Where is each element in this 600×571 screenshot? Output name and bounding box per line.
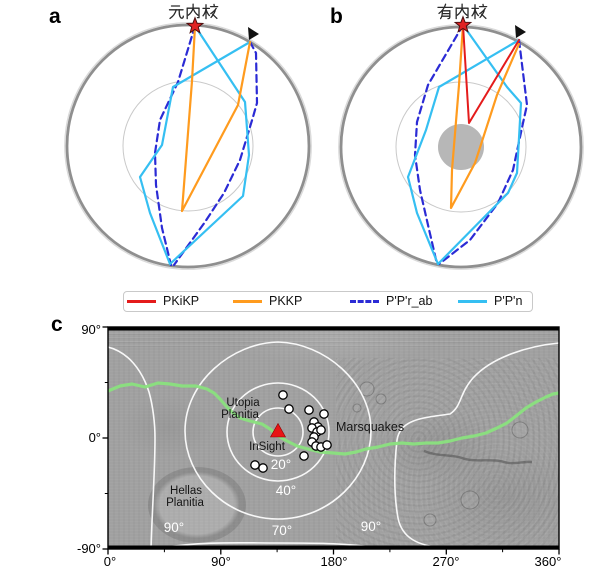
crater [359, 381, 375, 397]
marsquake-dot [258, 463, 268, 473]
legend-label: P'P'n [494, 294, 523, 308]
distance-label-40: 40° [276, 483, 296, 498]
y-axis-label-90: 90° [81, 322, 101, 337]
crater [423, 513, 437, 527]
legend-item-ppn: P'P'n [458, 292, 522, 311]
legend: PKiKP PKKP P'P'r_ab P'P'n [123, 291, 533, 312]
x-axis-label-180: 180° [321, 554, 348, 569]
map-drawing [108, 341, 559, 549]
marsquake-dot [299, 451, 309, 461]
pkkp-line-swatch [233, 300, 262, 303]
legend-label: PKKP [269, 294, 303, 308]
map-frame [107, 326, 560, 550]
marsquake-dot [304, 405, 314, 415]
ray-PKKP-b [449, 23, 521, 210]
legend-item-pprab: P'P'r_ab [350, 292, 432, 311]
generated-drawing [64, 15, 584, 555]
glyph-有 [437, 3, 453, 20]
panel-a-letter: a [49, 5, 61, 28]
crater [375, 393, 387, 405]
ray-P'P'r_ab-a [172, 40, 259, 267]
panel-b-letter: b [330, 5, 343, 28]
glyph-内 [186, 3, 200, 20]
pkikp-line-swatch [127, 300, 156, 303]
source-star-a [185, 16, 205, 34]
map-top-bar [108, 327, 559, 331]
crater [511, 421, 529, 439]
ray-P'P'n-b [406, 38, 521, 266]
core-mantle-boundary-a [122, 80, 254, 212]
legend-label: PKiKP [163, 294, 200, 308]
insight-label: InSight [249, 441, 286, 453]
distance-contour-2 [394, 342, 559, 549]
valles-marineris [423, 449, 533, 465]
panel-a-title [168, 3, 219, 20]
distance-label-20: 20° [271, 457, 291, 472]
dichotomy-boundary-line [108, 381, 559, 456]
legend-item-pkkp: PKKP [233, 292, 302, 311]
inner-core-b [438, 124, 484, 170]
distance-contour-1 [108, 346, 156, 549]
x-axis-label-270: 270° [433, 554, 460, 569]
ray-PKiKP-b [462, 24, 520, 124]
marsquakes-label: Marsquakes [336, 420, 404, 434]
crater [352, 403, 362, 413]
distance-label-70: 70° [272, 523, 292, 538]
y-axis-label-0: 0° [89, 430, 101, 445]
panel-c-letter: c [51, 313, 63, 336]
glyph-内 [455, 3, 469, 20]
insight-triangle [269, 422, 287, 438]
legend-label: P'P'r_ab [386, 294, 433, 308]
utopia-planitia-label-line1: Utopia [226, 397, 260, 409]
marsquake-dot [322, 440, 332, 450]
ray-PKKP-a [180, 24, 252, 213]
ppn-line-swatch [458, 300, 487, 303]
ray-P'P'r_ab-b [413, 23, 465, 266]
receiver-triangle-a [248, 27, 259, 40]
map-texture-highlands [336, 358, 559, 546]
legend-item-pkikp: PKiKP [127, 292, 199, 311]
marsquake-dot [316, 425, 326, 435]
ray-P'P'n-a [168, 24, 251, 266]
x-axis-label-0: 0° [104, 554, 116, 569]
hellas-planitia-label-line2: Planitia [166, 497, 204, 509]
panel-b-title [437, 3, 488, 20]
map-texture-polar-band [108, 329, 559, 349]
crater [460, 490, 480, 510]
marsquake-dot [319, 409, 329, 419]
distance-contour-3 [159, 541, 385, 549]
glyph-核 [471, 3, 488, 20]
distance-ring-20 [252, 407, 304, 457]
ray-P'P'r_ab-b [437, 38, 529, 266]
y-axis-label-neg90: -90° [77, 541, 101, 556]
glyph-无 [168, 5, 184, 20]
ray-P'P'r_ab-a [153, 24, 197, 267]
marsquake-dot [250, 460, 260, 470]
core-mantle-boundary-b [395, 81, 527, 213]
glyph-核 [202, 3, 219, 20]
marsquake-dot [278, 390, 288, 400]
hellas-planitia-label-line1: Hellas [170, 485, 202, 497]
mars-map-base [108, 327, 559, 549]
source-star-b [453, 15, 473, 33]
marsquake-dot [284, 404, 294, 414]
distance-label-90-east: 90° [361, 519, 381, 534]
distance-ring-40 [226, 382, 330, 482]
ray-P'P'n-b [436, 23, 523, 266]
map-bottom-bar [108, 545, 559, 549]
ray-P'P'n-a [138, 40, 252, 266]
planet-halo-a [64, 22, 312, 270]
distance-contour-0 [184, 341, 372, 520]
pprab-line-swatch [350, 300, 379, 303]
x-axis-label-90: 90° [211, 554, 231, 569]
distance-label-90-west: 90° [164, 520, 184, 535]
utopia-planitia-label-line2: Planitia [221, 409, 259, 421]
x-axis-label-360: 360° [535, 554, 562, 569]
receiver-triangle-b [515, 25, 526, 38]
